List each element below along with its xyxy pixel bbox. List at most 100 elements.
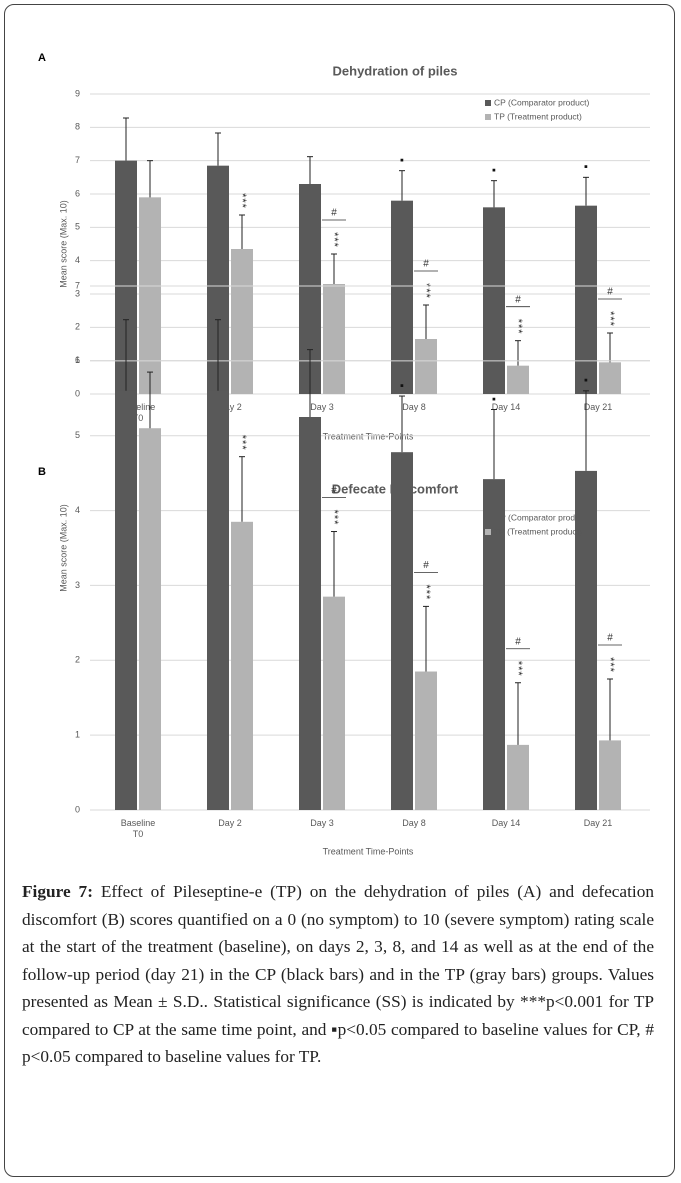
error-bar [607,332,613,363]
legend-label: TP (Treatment product) [494,526,582,536]
significance-hash: # [515,636,521,647]
x-tick-label: Day 14 [491,818,521,828]
x-tick-label-box: Day 8 [402,402,426,412]
y-tick-label: 2 [75,655,80,665]
significance-asterisks: *** [420,584,432,600]
error-bar [307,349,313,417]
significance-asterisks: *** [604,311,616,327]
y-tick-label: 6 [75,355,80,365]
significance-asterisks: *** [604,657,616,673]
bar [207,390,229,810]
caption: Figure 7: Effect of Pileseptine-e (TP) o… [22,878,654,1071]
significance-marker: ▪ [400,155,404,167]
error-bar [583,390,589,471]
error-bar [515,682,521,745]
y-tick-label: 0 [75,804,80,814]
x-tick-label: Baseline T0 [120,818,156,839]
legend-swatch [485,529,491,535]
bar [231,521,253,810]
x-tick-label-box: Day 8 [402,818,426,828]
caption-label: Figure 7: [22,882,93,901]
bar [507,365,529,394]
x-tick-label-box: Day 2 [218,818,242,828]
x-tick-label: Day 2 [218,402,242,412]
error-bar [583,176,589,206]
y-axis-label: Mean score (Max. 10) [58,200,68,288]
error-bar [147,160,153,198]
error-bar [423,304,429,339]
significance-marker: ▪ [492,165,496,177]
bar [415,671,437,810]
significance-asterisks: *** [328,510,340,526]
significance-marker: ▪ [492,393,496,405]
error-bar [123,117,129,161]
error-bar [423,605,429,672]
x-tick-label: Day 8 [402,818,426,828]
bar [207,165,229,394]
x-tick-label: Baseline T0 [120,402,156,423]
significance-hash: # [331,208,337,219]
x-tick-label-box: Day 21 [583,818,613,828]
bar [391,452,413,810]
x-tick-label-box: Day 21 [583,402,613,412]
significance-asterisks: *** [236,435,248,451]
panel-label: A [38,52,46,64]
error-bar [239,214,245,249]
legend-label: CP (Comparator product) [494,97,589,107]
significance-marker: ▪ [584,375,588,387]
significance-hash: # [607,633,613,644]
y-tick-label: 4 [75,255,80,265]
caption-text: Effect of Pileseptine-e (TP) on the dehy… [22,882,654,1066]
x-tick-label: Day 3 [310,402,334,412]
significance-hash: # [331,485,337,496]
error-bar [331,253,337,284]
bar [115,390,137,810]
bar [323,596,345,810]
significance-asterisks: *** [236,193,248,209]
x-tick-label: Day 3 [310,818,334,828]
x-tick-label-box: Day 3 [310,402,334,412]
significance-asterisks: *** [328,232,340,248]
y-axis-label: Mean score (Max. 10) [58,504,68,592]
significance-hash: # [607,287,613,298]
chart: A Dehydration of piles 0 1 2 3 4 5 6 7 8 9 Mean scor… [38,52,650,856]
y-tick-label: 2 [75,322,80,332]
legend-swatch [485,114,491,120]
bar [507,744,529,810]
bar [599,740,621,810]
legend-label: CP (Comparator product) [494,512,589,522]
y-tick-label: 8 [75,122,80,132]
error-bar [399,170,405,201]
legend-swatch [485,100,491,106]
x-tick-label-box: Day 14 [491,402,521,412]
bar [299,417,321,810]
x-tick-label: Day 14 [491,402,521,412]
x-tick-label: Day 21 [583,818,613,828]
x-tick-label: Day 8 [402,402,426,412]
y-tick-label: 5 [75,430,80,440]
bar [231,249,253,394]
chart-title: Dehydration of piles [333,63,458,78]
significance-asterisks: *** [512,661,524,677]
x-axis-label: Treatment Time-Points [323,846,414,856]
bar [299,184,321,394]
x-tick-label: Day 21 [583,402,613,412]
significance-marker: ▪ [400,380,404,392]
y-tick-label: 1 [75,730,80,740]
bar [575,205,597,394]
bar [115,160,137,394]
bar [483,479,505,810]
bar [575,470,597,810]
error-bar [307,156,313,184]
x-axis-label: Treatment Time-Points [323,431,414,441]
error-bar [491,180,497,208]
legend-label: TP (Treatment product) [494,111,582,121]
y-tick-label: 5 [75,222,80,232]
error-bar [331,531,337,597]
significance-hash: # [423,560,429,571]
x-tick-label-box: Day 2 [218,402,242,412]
significance-asterisks: *** [420,283,432,299]
error-bar [491,409,497,480]
y-tick-label: 7 [75,280,80,290]
